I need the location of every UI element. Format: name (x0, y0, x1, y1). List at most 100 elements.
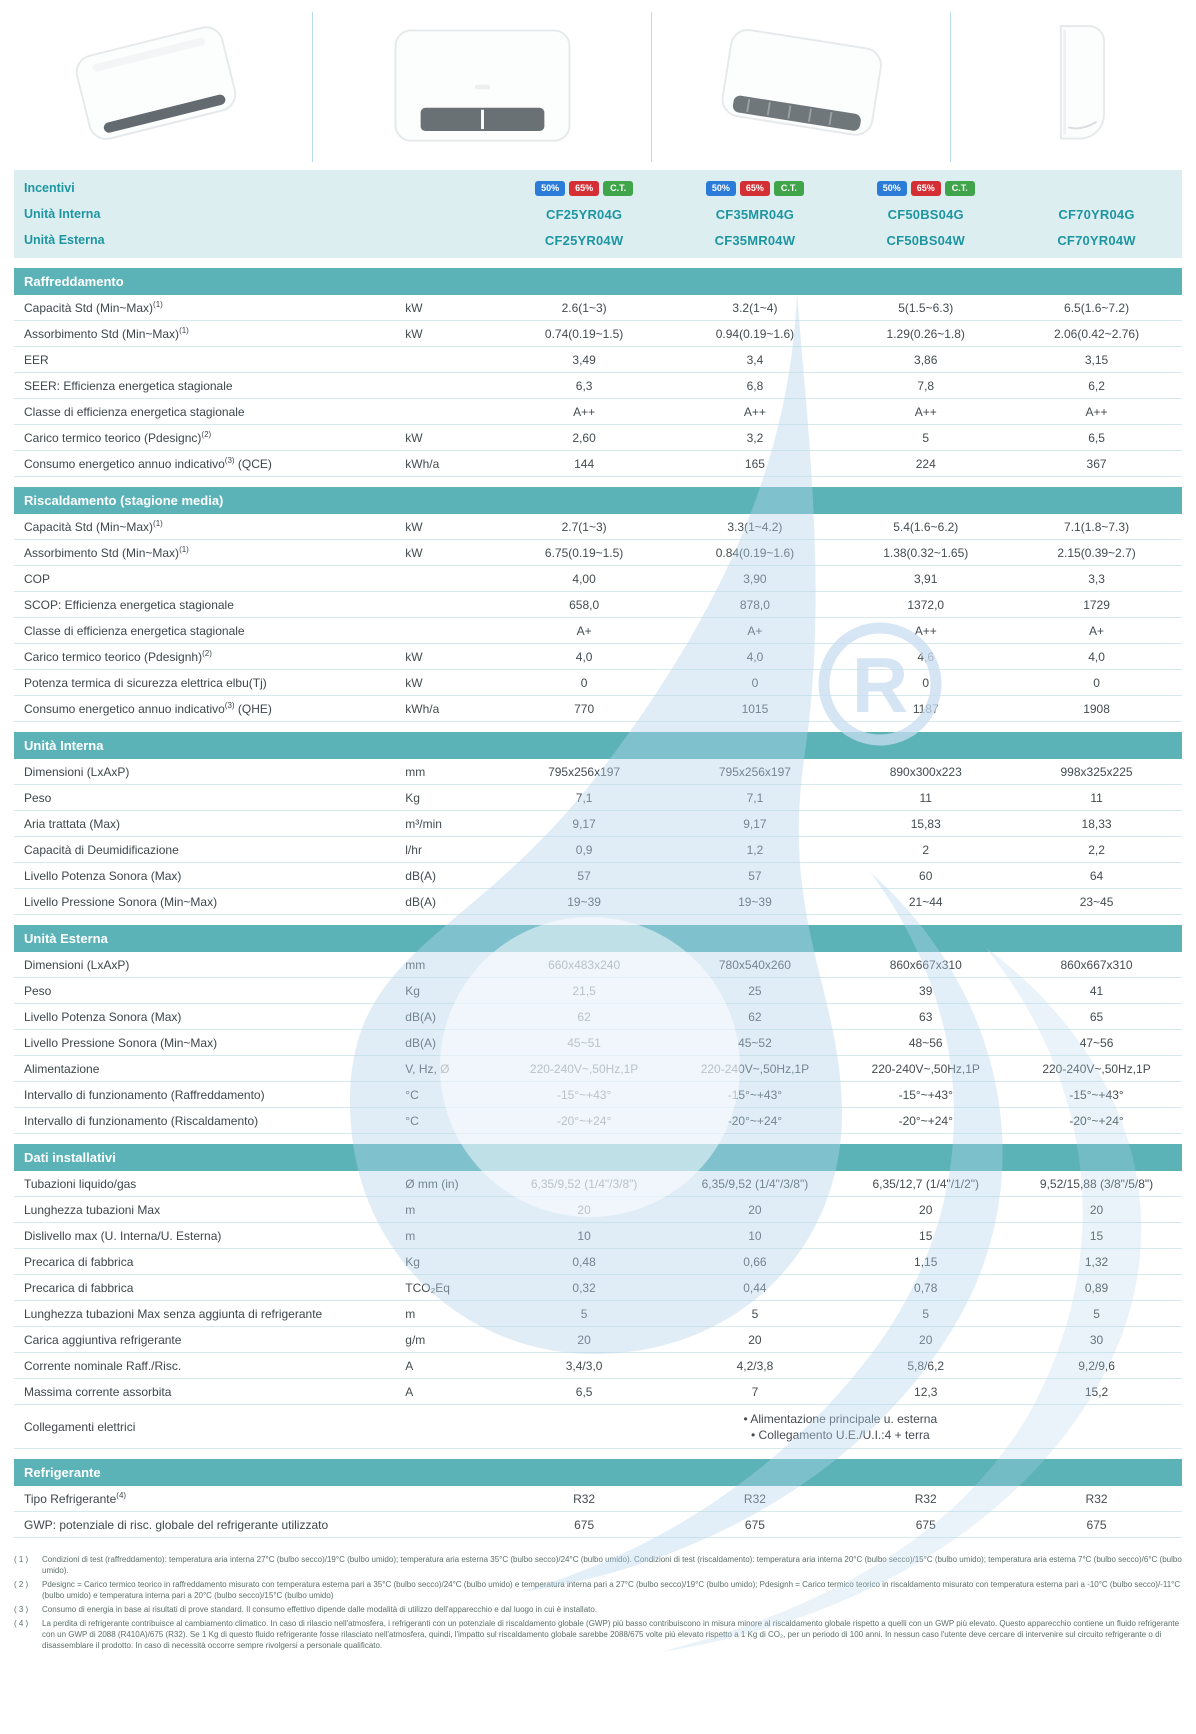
row-label: Dimensioni (LxAxP) (14, 762, 405, 782)
spec-value: R32 (573, 1491, 596, 1506)
footnote-text: Condizioni di test (raffreddamento): tem… (42, 1555, 1182, 1575)
spec-row: Capacità Std (Min~Max)(1) kW 2.6(1~3) 3.2(1… (14, 295, 1182, 321)
spec-value: 7,1 (746, 790, 764, 805)
row-label: Livello Pressione Sonora (Min~Max) (14, 1033, 405, 1053)
spec-value: 0,89 (1084, 1280, 1109, 1295)
section-3: Unità Interna Dimensioni (LxAxP) mm 795x256… (14, 732, 1182, 915)
spec-value: 5 (922, 430, 930, 445)
spec-value: 20 (577, 1202, 591, 1217)
row-label: Livello Pressione Sonora (Min~Max) (14, 892, 405, 912)
spec-value: 890x300x223 (889, 764, 962, 779)
section-2: Riscaldamento (stagione media) Capacità S… (14, 487, 1182, 722)
spec-value: 0,48 (572, 1254, 596, 1269)
footnotes: ( 1 ) Condizioni di test (raffreddamento)… (14, 1554, 1182, 1651)
row-label: Capacità di Deumidificazione (14, 840, 405, 860)
outdoor-models-row: Unità Esterna CF25YR04W CF35MR04W CF50BS… (14, 227, 1182, 253)
footnote-ref: (3) (224, 456, 235, 465)
spec-value: 675 (574, 1517, 595, 1532)
spec-value: -20°~+24° (556, 1113, 612, 1128)
spec-row: Peso Kg 7,1 7,1 11 11 (14, 785, 1182, 811)
spec-value: 19~39 (567, 894, 601, 909)
spec-sections: Raffreddamento Capacità Std (Min~Max)(1) k… (0, 268, 1196, 1538)
spec-value: 11 (1090, 790, 1103, 805)
row-label-text: Classe di efficienza energetica stagiona… (24, 404, 245, 419)
spec-value: 7,8 (917, 378, 935, 393)
spec-value: 0 (922, 675, 930, 690)
spec-value: 9,17 (572, 816, 596, 831)
row-unit: mm (405, 764, 426, 779)
badge-ct: C.T. (603, 180, 634, 196)
spec-value: 0.74(0.19~1.5) (544, 326, 624, 341)
spec-value: 7.1(1.8~7.3) (1064, 519, 1130, 534)
spec-row: COP 4,00 3,90 3,91 3,3 (14, 566, 1182, 592)
footnote-ref: (1) (179, 545, 189, 554)
spec-row: Assorbimento Std (Min~Max)(1) kW 0.74(0.19… (14, 321, 1182, 347)
spec-value: 3,86 (914, 352, 938, 367)
spec-value: 675 (915, 1517, 936, 1532)
spec-value: 0.94(0.19~1.6) (715, 326, 795, 341)
footnote-ref: (2) (202, 649, 212, 658)
row-label: Peso (14, 981, 405, 1001)
badge-ct: C.T. (944, 180, 975, 196)
spec-value: 15 (1089, 1228, 1104, 1243)
row-unit: kWh/a (405, 456, 440, 471)
spec-value: 658,0 (569, 597, 600, 612)
row-unit: A (405, 1358, 414, 1373)
spec-value: 11 (919, 790, 932, 805)
row-label: Lunghezza tubazioni Max senza aggiunta d… (14, 1304, 405, 1324)
spec-row: Consumo energetico annuo indicativo(3) (… (14, 451, 1182, 477)
spec-value: 2.6(1~3) (561, 300, 607, 315)
ac-unit-side-icon (1059, 25, 1105, 140)
spec-value: 23~45 (1079, 894, 1114, 909)
row-label-text: Intervallo di funzionamento (Raffreddame… (24, 1087, 265, 1102)
row-unit: Ø mm (in) (405, 1176, 459, 1191)
spec-value: 220-240V~,50Hz,1P (529, 1061, 639, 1076)
row-unit: kW (405, 519, 423, 534)
ac-unit-front-icon (394, 28, 570, 142)
row-label: GWP: potenziale di risc. globale del ref… (14, 1515, 405, 1535)
row-unit: Kg (405, 790, 420, 805)
spec-value: 45~52 (738, 1035, 772, 1050)
spec-value: 3,91 (914, 571, 938, 586)
row-label-text: Precarica di fabbrica (24, 1280, 134, 1295)
spec-row: Tubazioni liquido/gas Ø mm (in) 6,35/9,52 … (14, 1171, 1182, 1197)
indoor-model-1: CF25YR04G (545, 206, 623, 222)
row-unit: kW (405, 326, 423, 341)
spec-value: -20°~+24° (727, 1113, 783, 1128)
spec-value: 19~39 (738, 894, 772, 909)
row-unit (405, 1522, 498, 1528)
spec-value: R32 (1085, 1491, 1108, 1506)
row-label: Intervallo di funzionamento (Riscaldamen… (14, 1111, 405, 1131)
spec-value: 9,52/15,88 (3/8"/5/8") (1039, 1176, 1154, 1191)
row-label: SCOP: Efficienza energetica stagionale (14, 595, 405, 615)
row-label-text: Lunghezza tubazioni Max senza aggiunta d… (24, 1306, 323, 1321)
row-label: Carico termico teorico (Pdesignh)(2) (14, 646, 405, 667)
row-unit (405, 383, 498, 389)
row-unit (405, 576, 498, 582)
footnote-ref: (4) (116, 1491, 127, 1500)
product-image-unit-1 (0, 12, 313, 162)
spec-value: 62 (748, 1009, 762, 1024)
spec-value: 6,3 (575, 378, 593, 393)
row-label: SEER: Efficienza energetica stagionale (14, 376, 405, 396)
row-label-text: Precarica di fabbrica (24, 1254, 134, 1269)
spec-row: Dislivello max (U. Interna/U. Esterna) m 1… (14, 1223, 1182, 1249)
row-label: Assorbimento Std (Min~Max)(1) (14, 323, 405, 344)
spec-row: Potenza termica di sicurezza elettrica e… (14, 670, 1182, 696)
spec-value: 5(1.5~6.3) (898, 300, 954, 315)
spec-value: 57 (577, 868, 591, 883)
spec-value: A++ (743, 404, 766, 419)
spec-value: 5 (751, 1306, 759, 1321)
spec-value: 3,3 (1088, 571, 1105, 586)
footnote-text: Pdesignc = Carico termico teorico in raf… (42, 1580, 1181, 1600)
badge-50-percent: 50% (535, 180, 566, 196)
spec-value: 224 (915, 456, 936, 471)
row-label-text: Capacità Std (Min~Max) (24, 301, 154, 315)
spec-value: 9,2/9,6 (1078, 1358, 1115, 1373)
spec-value: 220-240V~,50Hz,1P (700, 1061, 810, 1076)
row-unit (405, 1424, 498, 1430)
row-label-text: Peso (24, 790, 52, 805)
spec-row: Lunghezza tubazioni Max m 20 20 20 20 (14, 1197, 1182, 1223)
outdoor-model-4: CF70YR04W (1057, 232, 1136, 248)
spec-value: 6.75(0.19~1.5) (544, 545, 624, 560)
